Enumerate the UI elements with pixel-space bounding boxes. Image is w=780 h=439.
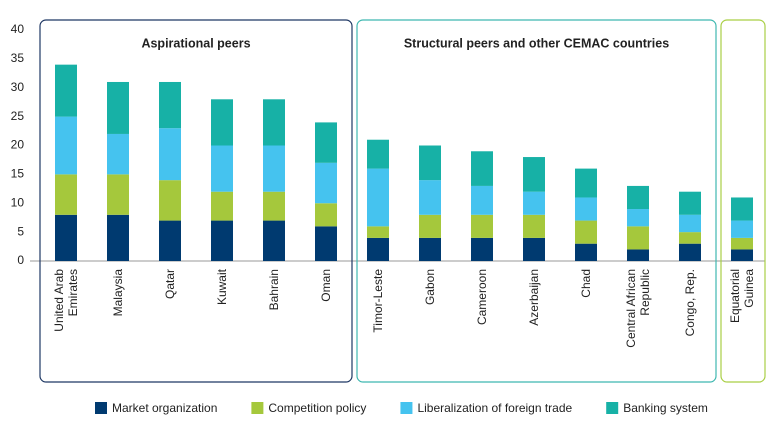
y-tick-label: 5 <box>17 224 24 238</box>
bar-segment <box>731 197 753 221</box>
bar-segment <box>55 214 77 261</box>
bar-segment <box>367 139 389 169</box>
bar-segment <box>263 145 285 192</box>
bar-segment <box>575 220 597 244</box>
bar-segment <box>471 214 493 238</box>
x-tick-label: Bahrain <box>267 269 281 311</box>
group-box <box>39 19 353 383</box>
x-tick-label: Timor-Leste <box>371 269 385 333</box>
legend-label: Competition policy <box>268 401 366 415</box>
y-tick-label: 10 <box>11 195 25 209</box>
legend-label: Banking system <box>623 401 708 415</box>
bar-segment <box>575 197 597 221</box>
bar-segment <box>211 191 233 221</box>
x-tick-label: Gabon <box>423 269 437 306</box>
bar-segment <box>315 122 337 163</box>
bar-segment <box>419 180 441 215</box>
group-box <box>720 19 766 383</box>
legend-swatch <box>606 402 619 414</box>
bar-segment <box>471 151 493 186</box>
y-tick-label: 0 <box>17 253 24 267</box>
bar-segment <box>419 214 441 238</box>
legend-swatch <box>251 402 264 414</box>
bar-segment <box>471 237 493 261</box>
bar-segment <box>107 81 129 134</box>
x-tick-label: Chad <box>579 269 593 298</box>
bar-segment <box>679 232 701 244</box>
bar-segment <box>211 220 233 261</box>
y-tick-label: 20 <box>11 138 25 152</box>
bar-segment <box>367 168 389 227</box>
x-tick-label: Azerbaijan <box>527 269 541 326</box>
y-tick-label: 15 <box>11 167 25 181</box>
x-tick-label: Oman <box>319 269 333 302</box>
legend-label: Market organization <box>112 401 217 415</box>
bar-segment <box>419 145 441 181</box>
bar-segment <box>263 191 285 221</box>
legend-swatch <box>400 402 413 414</box>
group-label: Aspirational peers <box>141 36 250 50</box>
bar-segment <box>575 243 597 261</box>
bar-segment <box>523 191 545 215</box>
bar-segment <box>211 99 233 146</box>
bar-segment <box>263 220 285 261</box>
bar-segment <box>679 243 701 261</box>
y-tick-label: 30 <box>11 80 25 94</box>
bar-segment <box>627 226 649 250</box>
bar-segment <box>55 174 77 215</box>
x-tick-label: Congo, Rep. <box>683 269 697 337</box>
bar-segment <box>55 116 77 175</box>
bar-segment <box>263 99 285 146</box>
bar-segment <box>731 220 753 238</box>
bar-segment <box>367 237 389 261</box>
bar-segment <box>523 214 545 238</box>
group-label: Structural peers and other CEMAC countri… <box>404 36 669 50</box>
bar-segment <box>679 191 701 215</box>
bar-segment <box>159 180 181 221</box>
bar-segment <box>315 162 337 204</box>
bar-segment <box>627 249 649 261</box>
legend-label: Liberalization of foreign trade <box>417 401 572 415</box>
x-tick-label: Malaysia <box>111 269 125 317</box>
bar-segment <box>731 249 753 261</box>
bar-segment <box>367 226 389 238</box>
group-box <box>356 19 717 383</box>
bar-segment <box>731 237 753 250</box>
y-tick-label: 25 <box>11 109 25 123</box>
bar-segment <box>107 133 129 175</box>
bar-segment <box>315 203 337 227</box>
bar-segment <box>159 220 181 261</box>
bar-segment <box>419 237 441 261</box>
bar-segment <box>523 237 545 261</box>
bar-segment <box>159 128 181 181</box>
bar-segment <box>523 157 545 192</box>
legend-swatch <box>95 402 107 414</box>
x-tick-label: United Arab Emirates <box>52 269 80 332</box>
x-tick-label: Equatorial Guinea <box>728 269 756 324</box>
x-tick-label: Cameroon <box>475 269 489 326</box>
bar-segment <box>679 214 701 233</box>
x-tick-label: Qatar <box>163 269 177 300</box>
bar-segment <box>107 214 129 261</box>
bar-segment <box>159 81 181 129</box>
bar-segment <box>107 174 129 215</box>
bar-segment <box>315 226 337 261</box>
bar-segment <box>55 64 77 117</box>
bar-segment <box>575 168 597 198</box>
bar-segment <box>627 185 649 210</box>
y-tick-label: 35 <box>11 51 25 65</box>
x-tick-label: Kuwait <box>215 269 229 306</box>
x-tick-label: Central African Republic <box>624 269 652 348</box>
bar-segment <box>627 209 649 227</box>
bar-segment <box>471 185 493 215</box>
y-tick-label: 40 <box>11 22 25 36</box>
bar-segment <box>211 145 233 192</box>
